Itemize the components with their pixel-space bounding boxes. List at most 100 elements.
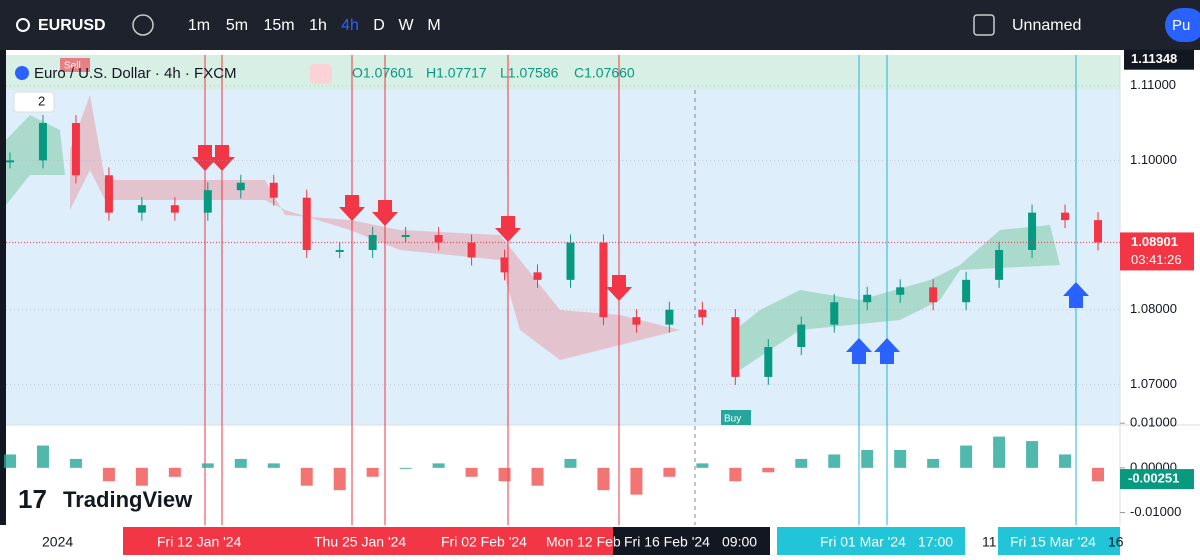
time-label: 17:00 <box>918 534 953 550</box>
left-strip <box>0 50 6 555</box>
osc-bar <box>300 467 313 486</box>
osc-bar <box>531 467 544 486</box>
osc-bar <box>894 450 907 468</box>
osc-bar <box>729 467 742 482</box>
interval[interactable]: 4h <box>341 17 359 34</box>
interval[interactable]: 1h <box>309 17 327 34</box>
candle <box>566 242 575 280</box>
interval[interactable]: 5m <box>226 17 248 34</box>
publish-label[interactable]: Pu <box>1172 17 1190 34</box>
candle <box>599 242 608 318</box>
candle <box>1094 220 1102 243</box>
osc-bar <box>696 463 709 468</box>
candle <box>929 287 938 303</box>
price-pane <box>6 55 1120 425</box>
candle <box>170 205 179 213</box>
candle <box>500 257 509 273</box>
interval[interactable]: 1m <box>188 17 210 34</box>
add-icon[interactable] <box>132 14 154 36</box>
time-band-sell <box>123 527 613 555</box>
candle <box>863 294 872 303</box>
sell-arrows <box>192 145 632 301</box>
time-band-buy2 <box>998 527 1120 555</box>
indicator-icon <box>310 64 332 84</box>
osc-tick-label: 0.01000 <box>1130 415 1177 430</box>
osc-bar <box>366 467 379 477</box>
buy-tag-label: Buy <box>724 414 741 425</box>
candle <box>6 160 14 163</box>
candle <box>302 197 311 250</box>
legend-open: O1.07601 <box>352 65 414 81</box>
candle <box>533 272 542 280</box>
osc-bar <box>498 467 511 482</box>
candle <box>731 317 740 377</box>
time-label: 09:00 <box>722 534 757 550</box>
interval[interactable]: 15m <box>263 17 294 34</box>
logo: TradingView <box>63 487 193 512</box>
osc-bar <box>861 450 874 468</box>
legend-title: Euro / U.S. Dollar · 4h · FXCM <box>34 65 237 82</box>
candle <box>665 309 674 325</box>
price-tick-label: 1.10000 <box>1130 152 1177 167</box>
osc-last-box <box>1120 469 1194 490</box>
layout-name[interactable]: Unnamed <box>1012 17 1081 34</box>
time-band-buy <box>777 527 965 555</box>
osc-bar <box>1026 441 1039 468</box>
candle <box>896 287 905 295</box>
last-label: 1.08901 <box>1131 234 1178 249</box>
collapse-count[interactable]: 2 <box>38 93 45 108</box>
countdown: 03:41:26 <box>1131 252 1182 267</box>
osc-bar <box>1092 467 1104 482</box>
time-label: Fri 01 Mar '24 <box>820 534 906 550</box>
price-tick-label: 1.07000 <box>1130 376 1177 391</box>
symbol[interactable]: EURUSD <box>38 17 106 34</box>
candle <box>269 182 278 198</box>
osc-tick-label: -0.01000 <box>1130 504 1181 519</box>
osc-bar <box>828 454 841 468</box>
osc-bar <box>201 463 214 468</box>
osc-bar <box>927 458 940 468</box>
price-tick-label: 1.08000 <box>1130 301 1177 316</box>
cloud-bull <box>735 225 1060 370</box>
candle <box>104 175 113 213</box>
candle <box>632 317 641 325</box>
cloud-bull-start <box>6 115 65 205</box>
candle <box>236 182 245 191</box>
osc-bar <box>4 454 16 468</box>
candle <box>962 279 971 303</box>
legend-close: C1.07660 <box>574 65 635 81</box>
osc-bar <box>102 467 115 482</box>
time-label: 2024 <box>42 534 73 550</box>
osc-bar <box>399 467 412 469</box>
osc-bar <box>168 467 181 477</box>
publish-button[interactable] <box>1165 8 1200 42</box>
osc-bar <box>630 467 643 495</box>
osc-bar <box>1059 454 1072 468</box>
osc-bar <box>36 445 49 468</box>
interval[interactable]: M <box>427 17 440 34</box>
oscillator-pane <box>6 425 1120 525</box>
high-label: 1.11348 <box>1131 51 1177 66</box>
time-label: 11 <box>982 534 997 550</box>
osc-last-label: -0.00251 <box>1128 471 1179 486</box>
candle <box>38 123 47 161</box>
toolbar <box>0 0 1200 50</box>
osc-bar <box>597 467 610 491</box>
osc-bar <box>663 467 676 477</box>
osc-bar <box>135 467 148 486</box>
osc-bar <box>234 458 247 468</box>
time-label: Fri 16 Feb '24 <box>624 534 710 550</box>
osc-bar <box>432 463 445 468</box>
sell-tag <box>60 58 90 72</box>
high-box <box>1124 49 1194 70</box>
collapse-button[interactable] <box>13 91 55 113</box>
checkbox[interactable] <box>973 14 995 36</box>
buy-tag <box>721 410 751 425</box>
candle <box>764 347 773 377</box>
interval[interactable]: W <box>398 17 414 34</box>
candle <box>467 242 476 258</box>
search-icon[interactable] <box>16 18 30 32</box>
candle <box>335 249 344 252</box>
interval[interactable]: D <box>373 17 385 34</box>
candle <box>1061 212 1070 221</box>
